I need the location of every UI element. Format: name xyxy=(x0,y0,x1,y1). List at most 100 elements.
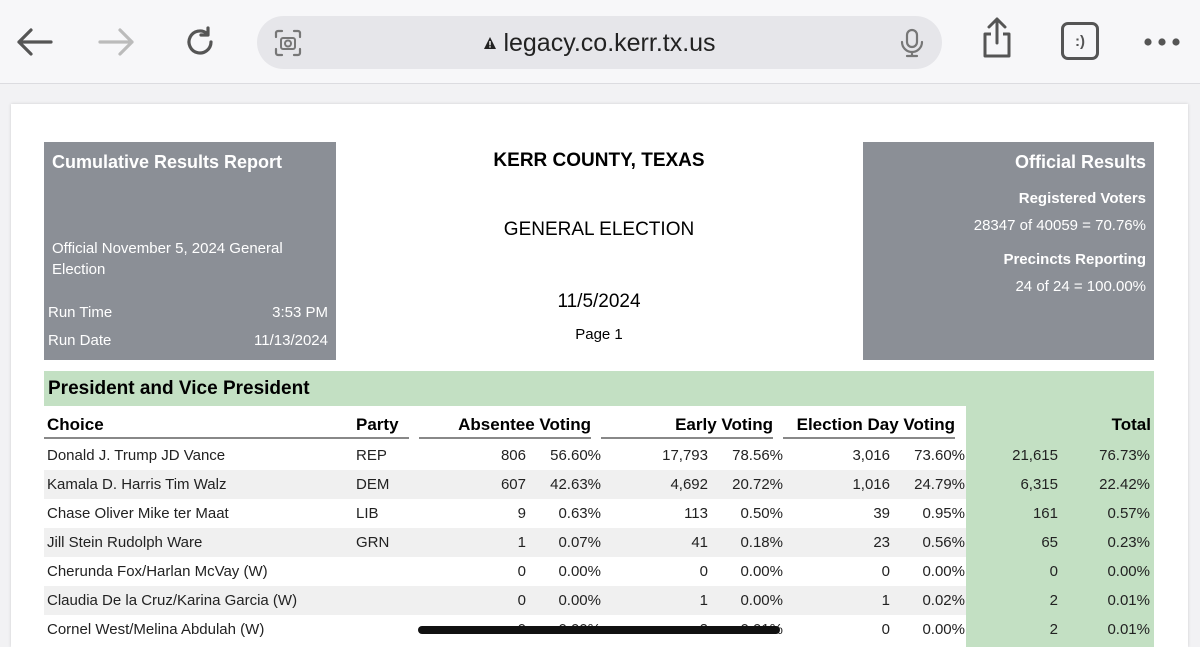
address-bar[interactable]: legacy.co.kerr.tx.us xyxy=(257,16,942,69)
total-pct: 0.01% xyxy=(1107,592,1150,609)
eday-pct: 0.00% xyxy=(922,621,965,638)
total-count: 6,315 xyxy=(1020,476,1058,493)
total-pct: 76.73% xyxy=(1099,447,1150,464)
total-pct: 0.57% xyxy=(1107,505,1150,522)
choice-cell: Cherunda Fox/Harlan McVay (W) xyxy=(47,563,268,580)
precincts-reporting-value: 24 of 24 = 100.00% xyxy=(1015,278,1146,295)
reload-icon[interactable] xyxy=(180,22,220,62)
absentee-pct: 0.00% xyxy=(558,563,601,580)
share-icon[interactable] xyxy=(977,17,1017,58)
more-options-icon[interactable] xyxy=(1142,22,1182,62)
official-results-box: Official Results Registered Voters 28347… xyxy=(863,142,1154,360)
url-text: legacy.co.kerr.tx.us xyxy=(503,29,716,57)
early-pct: 20.72% xyxy=(732,476,783,493)
table-row: Jill Stein Rudolph Ware GRN 1 0.07% 41 0.18% 2… xyxy=(44,528,1150,557)
early-pct: 0.00% xyxy=(740,592,783,609)
eday-count: 0 xyxy=(881,563,890,580)
party-cell: DEM xyxy=(356,476,390,493)
eday-pct: 73.60% xyxy=(914,447,965,464)
choice-cell: Claudia De la Cruz/Karina Garcia (W) xyxy=(47,592,298,609)
run-date-label: Run Date xyxy=(48,332,112,349)
early-count: 17,793 xyxy=(662,447,708,464)
eday-pct: 0.02% xyxy=(922,592,965,609)
absentee-count: 9 xyxy=(517,505,526,522)
choice-cell: Kamala D. Harris Tim Walz xyxy=(47,476,227,493)
total-pct: 0.00% xyxy=(1107,563,1150,580)
col-choice: Choice xyxy=(47,415,104,434)
absentee-pct: 56.60% xyxy=(550,447,601,464)
total-count: 161 xyxy=(1032,505,1058,522)
early-pct: 78.56% xyxy=(732,447,783,464)
absentee-pct: 0.00% xyxy=(558,592,601,609)
race-header: President and Vice President xyxy=(44,371,1154,406)
microphone-icon[interactable] xyxy=(899,28,925,58)
browser-toolbar: legacy.co.kerr.tx.us :) xyxy=(0,0,1200,84)
eday-pct: 0.00% xyxy=(922,563,965,580)
total-count: 2 xyxy=(1049,621,1058,638)
eday-pct: 0.95% xyxy=(922,505,965,522)
party-cell: REP xyxy=(356,447,387,464)
eday-count: 0 xyxy=(881,621,890,638)
race-title: President and Vice President xyxy=(48,378,310,399)
registered-voters-label: Registered Voters xyxy=(1018,190,1146,207)
early-count: 0 xyxy=(699,563,708,580)
choice-cell: Chase Oliver Mike ter Maat xyxy=(47,505,229,522)
county-title: KERR COUNTY, TEXAS xyxy=(493,150,705,171)
early-count: 41 xyxy=(691,534,708,551)
absentee-count: 806 xyxy=(500,447,526,464)
eday-count: 1,016 xyxy=(852,476,890,493)
page-number: Page 1 xyxy=(575,326,623,343)
choice-cell: Donald J. Trump JD Vance xyxy=(47,447,226,464)
party-cell: LIB xyxy=(356,505,379,522)
tabs-count-label: :) xyxy=(1061,22,1099,60)
eday-count: 23 xyxy=(873,534,890,551)
election-title: GENERAL ELECTION xyxy=(503,219,695,240)
absentee-pct: 0.07% xyxy=(558,534,601,551)
report-page: Cumulative Results Report Official Novem… xyxy=(11,104,1188,647)
choice-cell: Jill Stein Rudolph Ware xyxy=(47,534,203,551)
eday-count: 39 xyxy=(873,505,890,522)
table-row: Claudia De la Cruz/Karina Garcia (W) 0 0.0… xyxy=(44,586,1150,615)
url-text-wrap: legacy.co.kerr.tx.us xyxy=(257,29,942,58)
election-name: Official November 5, 2024 General Electi… xyxy=(52,240,283,278)
total-column-background xyxy=(966,406,1154,647)
absentee-count: 0 xyxy=(517,563,526,580)
early-count: 1 xyxy=(699,592,708,609)
underline-early xyxy=(601,437,773,439)
total-count: 0 xyxy=(1049,563,1058,580)
total-pct: 0.23% xyxy=(1107,534,1150,551)
run-date-value: 11/13/2024 xyxy=(254,332,328,349)
total-count: 65 xyxy=(1041,534,1058,551)
underline-choice xyxy=(44,437,409,439)
election-date: 11/5/2024 xyxy=(557,291,641,312)
total-count: 2 xyxy=(1049,592,1058,609)
col-absentee: Absentee Voting xyxy=(458,415,591,434)
tabs-button[interactable]: :) xyxy=(1060,21,1100,61)
run-time-value: 3:53 PM xyxy=(272,304,328,321)
table-row: Chase Oliver Mike ter Maat LIB 9 0.63% 113 0.… xyxy=(44,499,1150,528)
col-party: Party xyxy=(356,415,399,434)
absentee-pct: 42.63% xyxy=(550,476,601,493)
precincts-reporting-label: Precincts Reporting xyxy=(1003,251,1146,268)
choice-cell: Cornel West/Melina Abdulah (W) xyxy=(47,621,265,638)
early-pct: 0.18% xyxy=(740,534,783,551)
col-early: Early Voting xyxy=(675,415,773,434)
scroll-indicator[interactable] xyxy=(418,626,780,634)
eday-pct: 24.79% xyxy=(914,476,965,493)
underline-absentee xyxy=(419,437,591,439)
total-pct: 0.01% xyxy=(1107,621,1150,638)
early-count: 113 xyxy=(684,505,708,522)
col-election-day: Election Day Voting xyxy=(796,415,955,434)
warning-icon xyxy=(484,37,497,49)
early-pct: 0.00% xyxy=(740,563,783,580)
official-results-title: Official Results xyxy=(1014,152,1146,172)
absentee-count: 607 xyxy=(500,476,526,493)
absentee-count: 1 xyxy=(517,534,526,551)
party-cell: GRN xyxy=(356,534,390,551)
table-row: Donald J. Trump JD Vance REP 806 56.60% 17,7… xyxy=(44,441,1150,470)
underline-eday xyxy=(783,437,955,439)
absentee-count: 0 xyxy=(517,592,526,609)
back-arrow-icon[interactable] xyxy=(14,22,54,62)
lens-camera-icon[interactable] xyxy=(273,28,303,58)
forward-arrow-icon[interactable] xyxy=(97,22,137,62)
